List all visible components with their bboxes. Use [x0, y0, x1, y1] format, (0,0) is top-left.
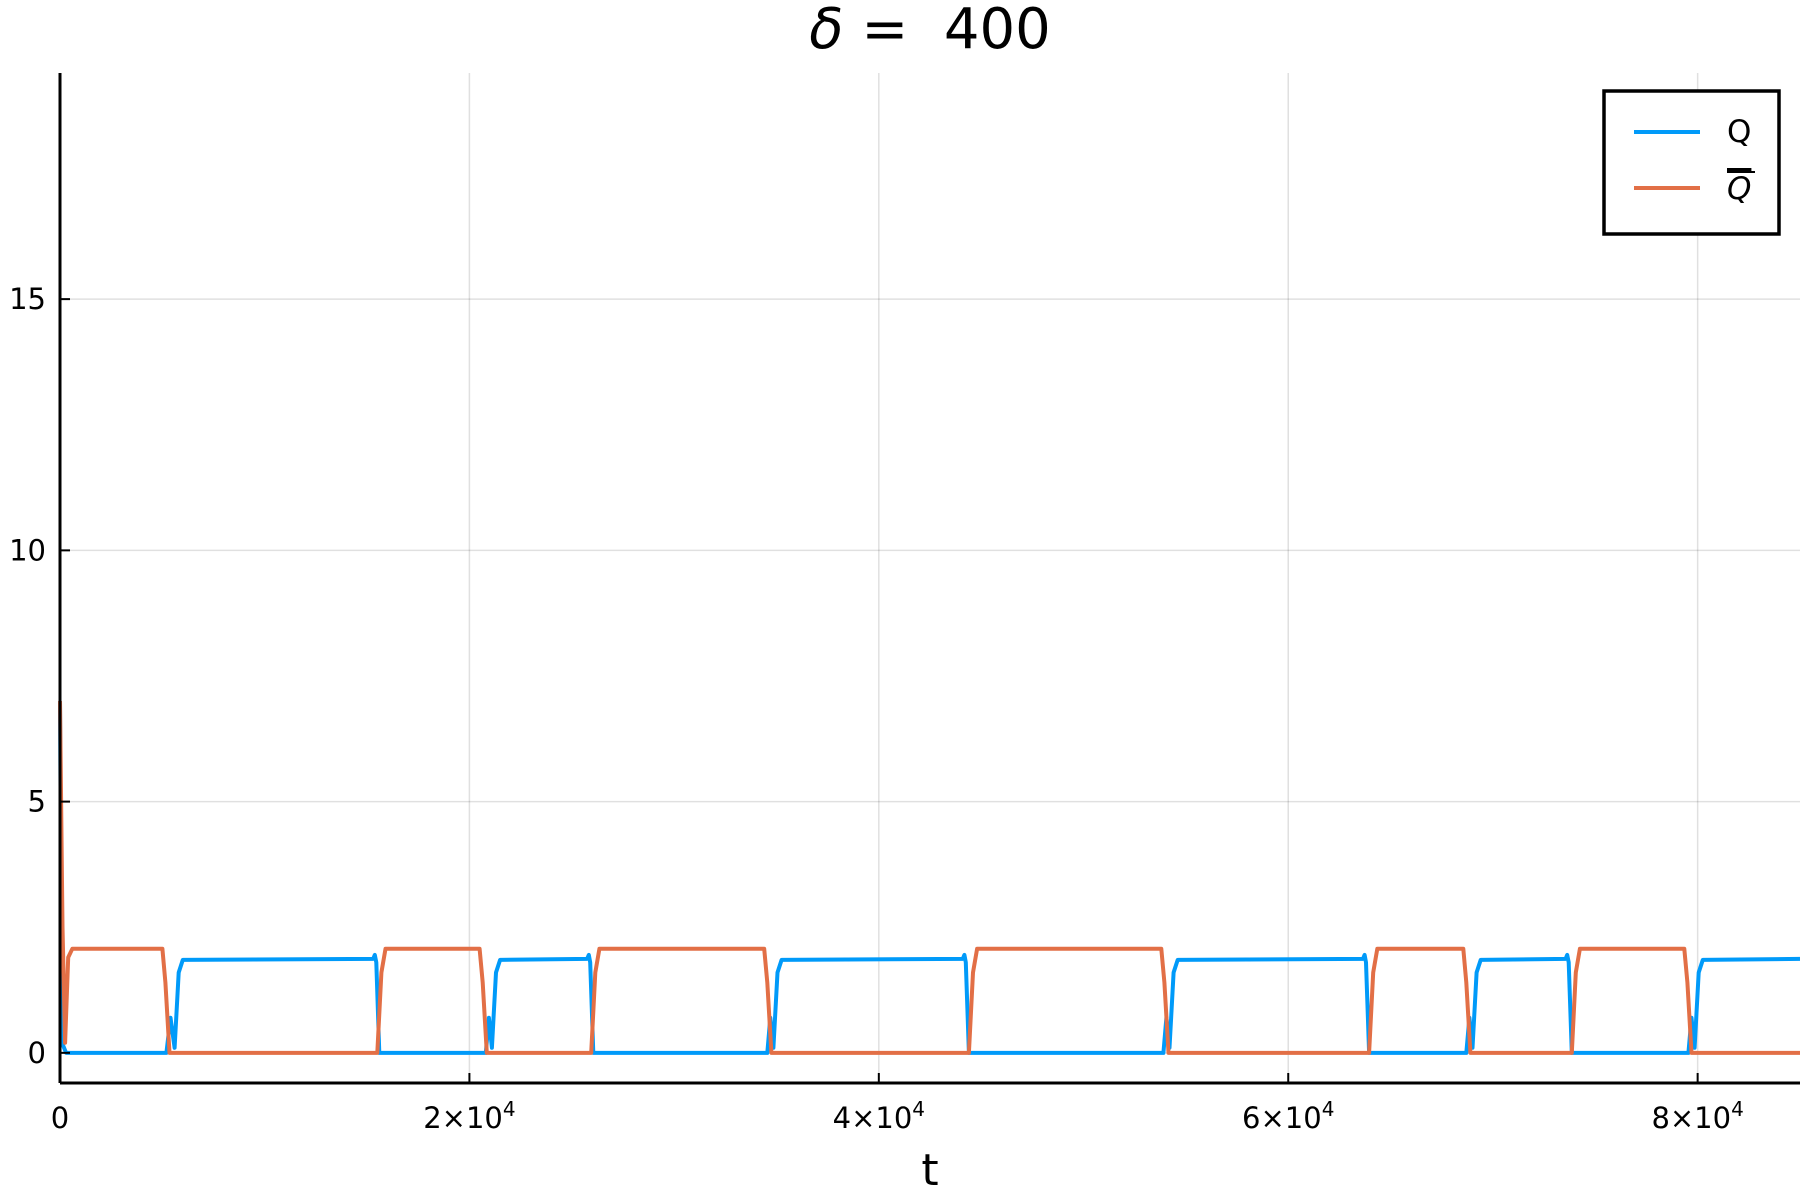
x-tick-label: 2×104: [423, 1097, 515, 1135]
x-tick-label: 8×104: [1651, 1097, 1743, 1135]
x-tick-label: 4×104: [833, 1097, 925, 1135]
x-axis-label: t: [921, 1145, 938, 1196]
y-axis-ticks: 0 5 10 15: [9, 282, 70, 1070]
series-line-q-bar: [58, 701, 1800, 1055]
chart-title: δ = 400: [809, 0, 1050, 62]
title-value: = 400: [844, 0, 1051, 62]
y-tick-label: 5: [28, 785, 46, 819]
title-symbol: δ: [809, 0, 843, 62]
x-tick-label: 0: [51, 1101, 69, 1135]
x-axis-ticks: 0 2×104 4×104 6×104 8×104: [51, 1073, 1744, 1135]
y-tick-label: 0: [28, 1036, 46, 1070]
series-line-q: [58, 701, 1800, 1055]
series-lines: [58, 701, 1800, 1055]
legend-label-q-bar: Q: [1727, 171, 1751, 207]
y-tick-label: 15: [9, 282, 46, 316]
legend: Q Q: [1602, 89, 1781, 236]
legend-box: [1602, 89, 1781, 236]
x-tick-label: 6×104: [1242, 1097, 1334, 1135]
legend-label-q: Q: [1727, 114, 1751, 150]
y-tick-label: 10: [9, 533, 46, 567]
